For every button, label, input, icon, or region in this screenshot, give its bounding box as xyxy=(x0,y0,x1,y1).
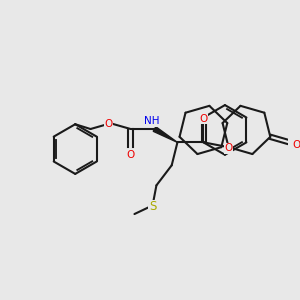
Text: O: O xyxy=(200,113,208,124)
Text: O: O xyxy=(292,140,300,150)
Text: O: O xyxy=(104,119,113,129)
Text: NH: NH xyxy=(144,116,160,126)
Polygon shape xyxy=(153,127,177,142)
Text: O: O xyxy=(224,143,233,153)
Text: O: O xyxy=(127,150,135,160)
Text: S: S xyxy=(149,200,156,213)
